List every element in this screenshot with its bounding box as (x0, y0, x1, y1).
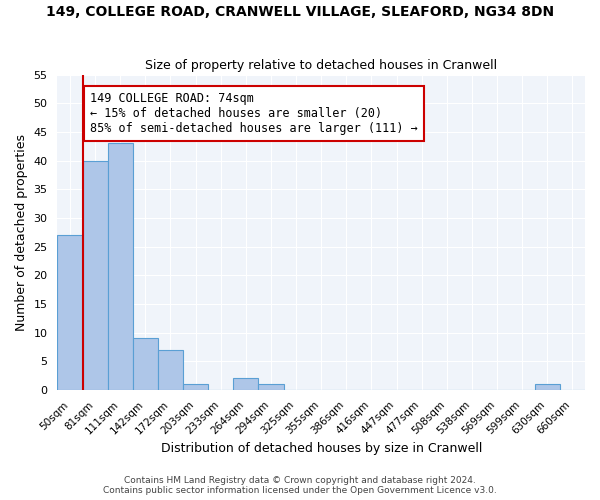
X-axis label: Distribution of detached houses by size in Cranwell: Distribution of detached houses by size … (161, 442, 482, 455)
Bar (158, 350, 183, 390)
Text: 149 COLLEGE ROAD: 74sqm
← 15% of detached houses are smaller (20)
85% of semi-de: 149 COLLEGE ROAD: 74sqm ← 15% of detache… (90, 92, 418, 135)
Bar (259, 384, 284, 390)
Text: Contains HM Land Registry data © Crown copyright and database right 2024.
Contai: Contains HM Land Registry data © Crown c… (103, 476, 497, 495)
Text: 149, COLLEGE ROAD, CRANWELL VILLAGE, SLEAFORD, NG34 8DN: 149, COLLEGE ROAD, CRANWELL VILLAGE, SLE… (46, 5, 554, 19)
Bar (58, 235, 83, 390)
Bar (183, 384, 208, 390)
Bar (83, 160, 107, 390)
Bar (233, 378, 259, 390)
Bar (133, 338, 158, 390)
Bar (535, 384, 560, 390)
Y-axis label: Number of detached properties: Number of detached properties (15, 134, 28, 330)
Title: Size of property relative to detached houses in Cranwell: Size of property relative to detached ho… (145, 59, 497, 72)
Bar (107, 144, 133, 390)
